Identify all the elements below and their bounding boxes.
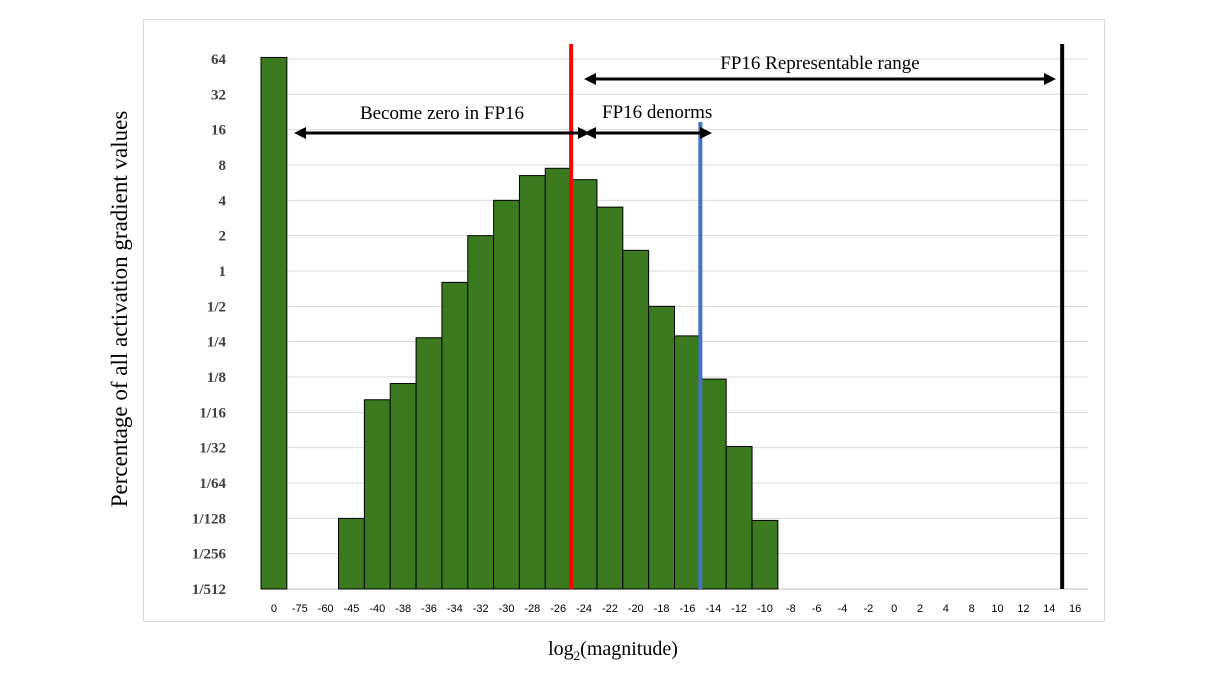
x-tick-label: -75 xyxy=(292,603,308,615)
x-tick-label: -14 xyxy=(705,603,721,615)
y-tick-label: 1/256 xyxy=(192,547,227,563)
y-tick-label: 1/512 xyxy=(192,582,226,598)
x-tick-label: -34 xyxy=(447,603,463,615)
x-tick-label: -24 xyxy=(576,603,592,615)
bar xyxy=(751,519,779,590)
bar xyxy=(493,199,520,590)
y-tick-label: 8 xyxy=(219,158,227,174)
bar xyxy=(699,378,727,590)
y-tick-label: 4 xyxy=(219,193,227,209)
x-tick-label: -4 xyxy=(838,603,848,615)
bar xyxy=(648,305,675,590)
y-tick-label: 1/32 xyxy=(199,441,226,457)
bar xyxy=(389,383,417,590)
bar xyxy=(467,235,495,590)
annotation-label: FP16 Representable range xyxy=(720,53,919,74)
x-tick-label: -38 xyxy=(395,603,411,615)
x-tick-label: -36 xyxy=(421,603,437,615)
x-tick-label: -18 xyxy=(654,603,670,615)
annotation-label: FP16 denorms xyxy=(602,102,712,123)
annotation-label: Become zero in FP16 xyxy=(360,103,524,124)
x-tick-label: -26 xyxy=(550,603,566,615)
y-tick-label: 1/64 xyxy=(199,476,226,492)
y-axis-label: Percentage of all activation gradient va… xyxy=(107,111,132,508)
bar xyxy=(441,281,469,590)
bar xyxy=(415,337,443,590)
bar xyxy=(596,206,624,590)
x-tick-label: 10 xyxy=(991,603,1003,615)
x-tick-label: 0 xyxy=(891,603,897,615)
x-tick-label: -28 xyxy=(524,603,540,615)
bar xyxy=(338,517,365,590)
y-tick-label: 2 xyxy=(219,229,227,245)
x-tick-label: -45 xyxy=(344,603,360,615)
x-tick-label: -6 xyxy=(812,603,822,615)
y-tick-label: 1/4 xyxy=(207,335,227,351)
x-tick-label: -22 xyxy=(602,603,618,615)
bar xyxy=(725,445,753,590)
x-tick-label: -60 xyxy=(318,603,334,615)
y-tick-label: 32 xyxy=(211,87,226,103)
bar xyxy=(544,167,572,590)
x-tick-label: -20 xyxy=(628,603,644,615)
x-tick-label: 16 xyxy=(1069,603,1081,615)
bar xyxy=(260,56,288,590)
bar xyxy=(518,175,546,590)
y-tick-label: 1/2 xyxy=(207,299,226,315)
y-tick-label: 1/16 xyxy=(199,405,226,421)
x-tick-label: -16 xyxy=(679,603,695,615)
bar xyxy=(363,399,391,590)
x-tick-label: 8 xyxy=(969,603,975,615)
annotations: Become zero in FP16 FP16 denorms FP16 Repr… xyxy=(294,53,1056,139)
y-tick-label: 1/128 xyxy=(192,511,226,527)
x-tick-labels: 0 -75 -60 -45 -40 -38 -36 -34 -32 -30 -28 -26 -24 -22… xyxy=(271,603,1081,615)
bars xyxy=(260,56,779,590)
y-tick-label: 1/8 xyxy=(207,370,226,386)
x-tick-label: -2 xyxy=(863,603,873,615)
y-tick-label: 1 xyxy=(219,264,227,280)
x-tick-label: -8 xyxy=(786,603,796,615)
x-tick-label: 12 xyxy=(1017,603,1029,615)
x-tick-label: 14 xyxy=(1043,603,1055,615)
x-tick-label: -32 xyxy=(473,603,489,615)
x-tick-label: -30 xyxy=(499,603,515,615)
x-tick-label: -12 xyxy=(731,603,747,615)
x-tick-label: 2 xyxy=(917,603,923,615)
x-tick-label: 4 xyxy=(943,603,949,615)
bar xyxy=(622,249,650,590)
y-tick-labels: 1/512 1/256 1/128 1/64 1/32 1/16 1/8 1/4 1/2 1 2 4 8… xyxy=(192,52,227,598)
y-tick-label: 64 xyxy=(211,52,227,68)
chart-frame xyxy=(143,19,1105,622)
x-tick-label: 0 xyxy=(271,603,277,615)
x-axis-label: log2(magnitude) xyxy=(548,638,678,663)
bar xyxy=(674,335,701,590)
y-tick-label: 16 xyxy=(211,123,227,139)
x-tick-label: -10 xyxy=(757,603,773,615)
bar xyxy=(570,179,598,590)
x-tick-label: -40 xyxy=(369,603,385,615)
